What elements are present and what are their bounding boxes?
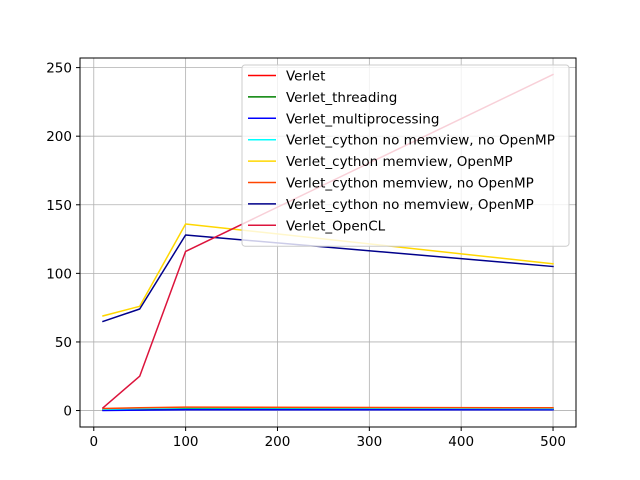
legend-box xyxy=(241,64,570,247)
series-line-2 xyxy=(102,408,554,412)
series-line-6 xyxy=(102,234,554,323)
axis-ticks: 0 100 200 300 400 500 0 50 100 150 200 250 xyxy=(46,61,566,450)
legend-label-1: Verlet_threading xyxy=(286,90,397,106)
y-tick-label-3: 150 xyxy=(46,198,72,214)
x-tick-label-1: 100 xyxy=(173,434,199,450)
x-tick-label-0: 0 xyxy=(89,434,98,450)
legend-label-6: Verlet_cython no memview, OpenMP xyxy=(286,197,534,213)
y-tick-label-0: 0 xyxy=(63,404,72,420)
legend-label-3: Verlet_cython no memview, no OpenMP xyxy=(286,133,555,149)
legend-label-4: Verlet_cython memview, OpenMP xyxy=(286,154,513,170)
y-tick-label-1: 50 xyxy=(55,335,72,351)
x-tick-label-3: 300 xyxy=(356,434,382,450)
y-tick-label-5: 250 xyxy=(46,61,72,77)
y-tick-label-4: 200 xyxy=(46,129,72,145)
plot-frame xyxy=(79,57,577,428)
y-tick-label-2: 100 xyxy=(46,266,72,282)
x-tick-label-4: 400 xyxy=(448,434,474,450)
x-tick-label-5: 500 xyxy=(540,434,566,450)
legend-label-2: Verlet_multiprocessing xyxy=(286,111,439,127)
legend: Verlet Verlet_threading Verlet_multiproces… xyxy=(241,64,570,247)
legend-label-7: Verlet_OpenCL xyxy=(286,218,386,234)
legend-label-5: Verlet_cython memview, no OpenMP xyxy=(286,176,534,192)
series-line-5 xyxy=(102,406,554,410)
legend-label-0: Verlet xyxy=(286,69,325,85)
x-tick-label-2: 200 xyxy=(265,434,291,450)
